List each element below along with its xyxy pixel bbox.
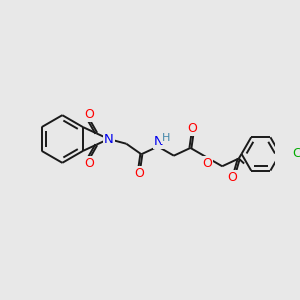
Text: Cl: Cl: [292, 147, 300, 161]
Text: O: O: [187, 122, 197, 135]
Text: H: H: [162, 133, 170, 143]
Text: O: O: [84, 107, 94, 121]
Text: O: O: [84, 158, 94, 170]
Text: N: N: [104, 133, 113, 146]
Text: O: O: [227, 171, 237, 184]
Text: N: N: [154, 135, 164, 148]
Text: O: O: [135, 167, 144, 180]
Text: O: O: [202, 157, 212, 170]
